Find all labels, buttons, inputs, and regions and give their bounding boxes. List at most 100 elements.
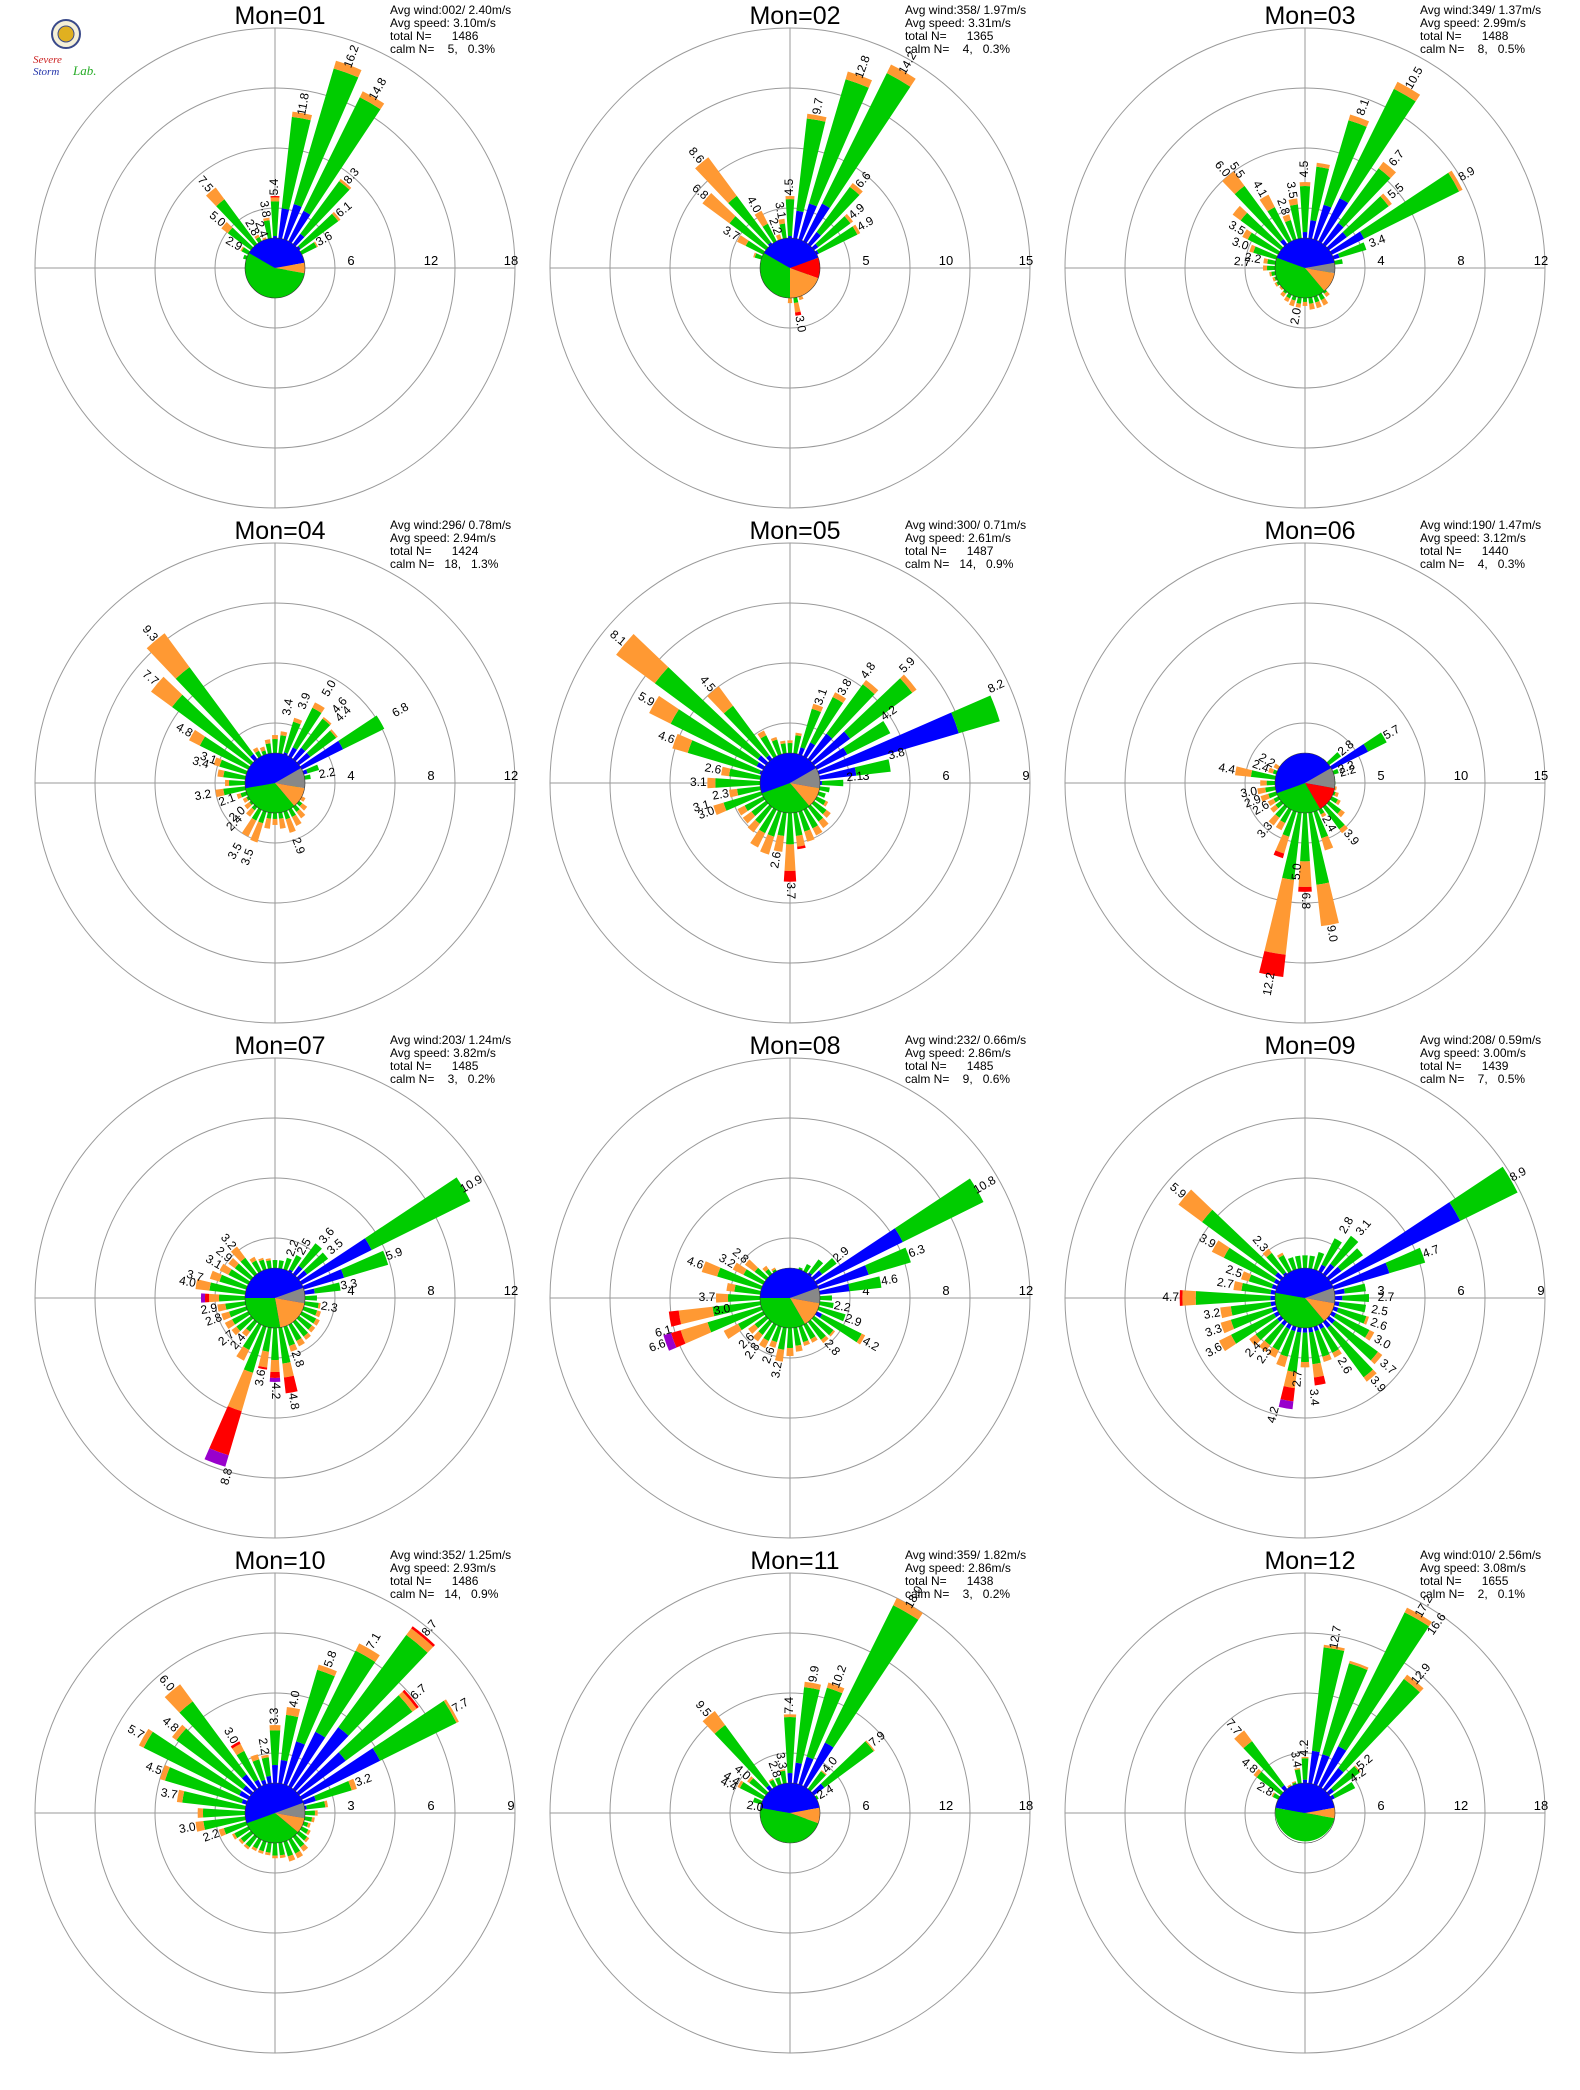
- rose-petal-segment: [763, 1319, 779, 1341]
- rose-petal-segment: [269, 1377, 281, 1382]
- rose-petal-segment: [1299, 182, 1311, 187]
- calm-pie-outline: [244, 1782, 306, 1844]
- rose-petal-segment: [1276, 1354, 1288, 1368]
- rose-petal-segment: [159, 1765, 170, 1781]
- rose-petal-segment: [1313, 1252, 1325, 1272]
- rose-petal-segment: [1253, 1768, 1262, 1778]
- rose-petal-segment: [206, 187, 225, 207]
- petal-value-label: 2.2: [766, 216, 785, 237]
- rose-petal-segment: [816, 226, 858, 254]
- rose-petal-segment: [217, 769, 225, 778]
- panel-title: Mon=11: [750, 1547, 840, 1575]
- rose-petal-segment: [862, 680, 879, 695]
- rose-petal-segment: [313, 1282, 341, 1294]
- rose-petal-segment: [893, 1598, 923, 1620]
- stats-line: Avg wind:232/ 0.66m/s: [905, 1033, 1027, 1047]
- calm-pie-slice: [275, 238, 305, 268]
- rose-petal-segment: [1322, 1663, 1368, 1757]
- rose-petal-segment: [151, 676, 183, 707]
- petal-value-label: 2.9: [199, 1300, 218, 1317]
- petal-value-label: 2.6: [704, 760, 723, 777]
- ring-tick-label: 15: [1019, 253, 1033, 268]
- rose-petal-segment: [1211, 1240, 1230, 1258]
- rose-petal-segment: [1290, 204, 1302, 239]
- rose-petal-segment: [195, 1821, 205, 1832]
- stats-line: Avg speed: 2.93m/s: [390, 1561, 496, 1575]
- calm-pie-slice: [790, 1298, 820, 1324]
- rose-petal-segment: [281, 116, 311, 210]
- rose-petal-segment: [272, 818, 278, 825]
- calm-pie-slice: [275, 1813, 305, 1833]
- rose-petal-segment: [279, 818, 286, 829]
- stats-line: calm N= 18, 1.3%: [390, 557, 499, 571]
- rose-petal-segment: [304, 1836, 310, 1843]
- ring-tick-label: 6: [1377, 1798, 1384, 1813]
- rose-petal-segment: [795, 1687, 820, 1764]
- wind-rose-svg: 3 6 98.14.55.94.62.63.12.33.13.03.1 3.84.8 5…: [549, 542, 1031, 1024]
- panel-stats: Avg wind:232/ 0.66m/s Avg speed: 2.86m/s t…: [905, 1034, 1065, 1086]
- rose-petal-segment: [1325, 752, 1342, 766]
- rose-petal-segment: [1380, 193, 1392, 207]
- stats-line: Avg speed: 2.86m/s: [905, 1046, 1011, 1060]
- rose-petal-segment: [270, 1359, 280, 1373]
- rose-petal-segment: [778, 218, 785, 225]
- calm-pie-outline: [1274, 237, 1336, 299]
- petal-value-label: 2.2: [1244, 250, 1263, 267]
- calm-pie-slice: [760, 1783, 790, 1813]
- petal-value-label: 3.7: [160, 1785, 179, 1802]
- rose-petal-segment: [219, 759, 255, 777]
- ring-tick-label: 9: [1537, 1283, 1544, 1298]
- rose-petal-segment: [795, 834, 805, 847]
- petal-value-label: 3.0: [178, 1819, 197, 1836]
- rose-petal-segment: [372, 1700, 457, 1761]
- rose-petal-segment: [270, 201, 280, 237]
- rose-petal-segment: [678, 1306, 715, 1325]
- rose-petal-segment: [1337, 809, 1345, 818]
- rose-petal-segment: [172, 1724, 187, 1741]
- stats-line: calm N= 9, 0.6%: [905, 1072, 1011, 1086]
- rose-petal-segment: [238, 1838, 245, 1845]
- petal-value-label: 4.6: [685, 1253, 706, 1272]
- rose-petal-segment: [784, 844, 796, 871]
- rose-petal-segment: [780, 740, 786, 745]
- rose-petal-segment: [143, 1731, 242, 1796]
- rose-petal-segment: [1370, 1351, 1383, 1365]
- rose-petal-segment: [291, 814, 302, 826]
- rose-petal-segment: [306, 764, 320, 774]
- petal-value-label: 4.8: [286, 1392, 303, 1411]
- rose-petal-segment: [258, 1366, 268, 1370]
- rose-petal-segment: [242, 1319, 264, 1350]
- rose-petal-segment: [300, 181, 350, 238]
- rose-petal-segment: [1282, 214, 1291, 223]
- rose-petal-segment: [1343, 1283, 1366, 1294]
- rose-petal-segment: [1308, 1255, 1315, 1273]
- petal-value-label: 2.6: [759, 1344, 778, 1365]
- ring-tick-label: 9: [1022, 768, 1029, 783]
- calm-pie-slice: [760, 1298, 805, 1329]
- stats-line: Avg wind:203/ 1.24m/s: [390, 1033, 512, 1047]
- rose-petal-segment: [702, 193, 736, 224]
- rose-petal-segment: [783, 870, 797, 882]
- rose-petal-segment: [820, 1770, 827, 1776]
- stats-line: calm N= 5, 0.3%: [390, 42, 496, 56]
- rose-petal-segment: [315, 1650, 376, 1738]
- petal-value-label: 2.5: [1370, 1302, 1389, 1319]
- rose-petal-segment: [728, 195, 771, 245]
- rose-petal-segment: [272, 735, 278, 740]
- rose-petal-segment: [269, 1725, 281, 1731]
- rose-petal-segment: [303, 1332, 311, 1340]
- rose-petal-segment: [221, 1311, 231, 1321]
- rose-petal-segment: [748, 1324, 759, 1334]
- petal-value-label: 16.2: [341, 43, 362, 70]
- rose-petal-segment: [1316, 162, 1330, 169]
- rose-petal-segment: [768, 1778, 774, 1782]
- rose-petal-segment: [806, 113, 827, 122]
- rose-petal-segment: [338, 715, 385, 750]
- rose-petal-segment: [1332, 1320, 1378, 1361]
- rose-petal-segment: [747, 819, 760, 833]
- rose-petal-segment: [1264, 877, 1295, 955]
- rose-petal-segment: [298, 213, 339, 249]
- calm-pie-slice: [760, 1268, 790, 1298]
- rose-petal-segment: [1287, 1784, 1292, 1788]
